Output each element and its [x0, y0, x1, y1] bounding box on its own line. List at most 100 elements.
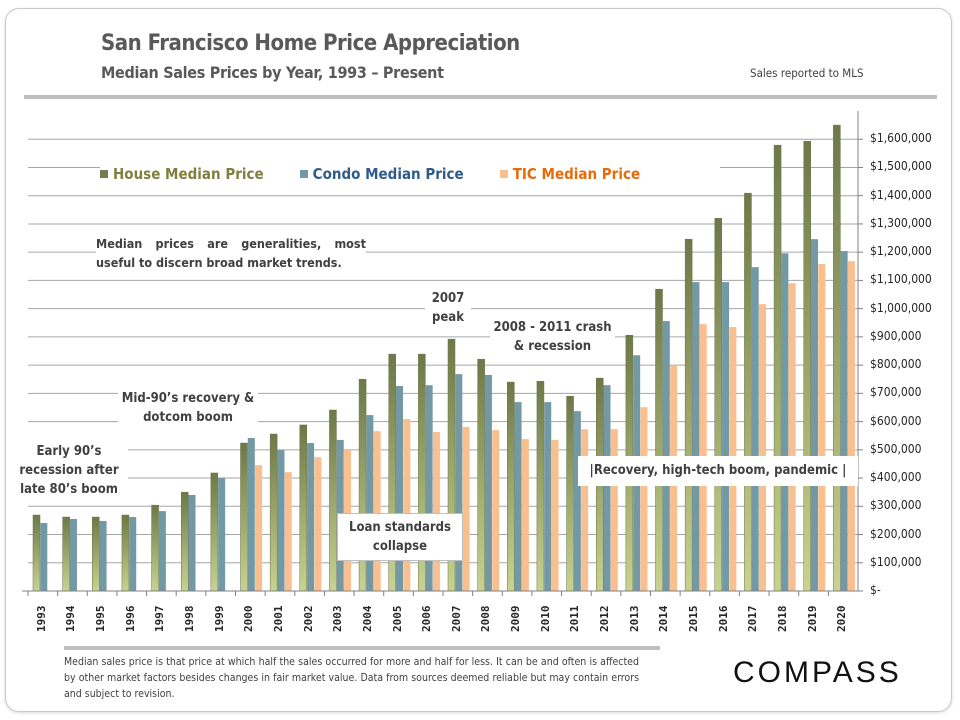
tic-bar-2008: [492, 430, 500, 591]
condo-bar-2018: [781, 253, 789, 591]
condo-bar-1999: [218, 478, 226, 591]
house-swatch: [100, 170, 108, 178]
house-bar-1993: [32, 514, 41, 592]
house-bar-2008: [477, 358, 485, 592]
early-90s-annotation: Early 90’s recession after late 80’s boo…: [10, 442, 128, 499]
x-tick-label: 2010: [538, 605, 552, 633]
tic-bar-2010: [551, 439, 559, 591]
y-tick-label: $1,400,000: [870, 187, 932, 202]
condo-bar-2009: [514, 402, 522, 591]
tic-bar-2002: [314, 457, 322, 591]
chart-subtitle: Median Sales Prices by Year, 1993 – Pres…: [101, 63, 444, 82]
x-tick-label: 1996: [123, 605, 137, 633]
legend-house: House Median Price: [100, 165, 264, 183]
y-tick-label: $1,500,000: [870, 159, 932, 174]
x-tick-label: 2002: [301, 605, 315, 633]
condo-bar-1995: [99, 520, 107, 591]
x-tick-label: 1997: [153, 605, 167, 633]
x-tick-label: 2001: [271, 605, 285, 633]
condo-bar-2016: [722, 282, 730, 591]
x-tick-label: 1995: [94, 605, 108, 633]
condo-bar-1998: [188, 495, 196, 591]
house-bar-2018: [773, 144, 782, 592]
y-tick-label: $400,000: [870, 470, 922, 485]
compass-logo: COMPASS: [733, 656, 902, 689]
x-tick-label: 2013: [627, 605, 641, 633]
tic-bar-2007: [462, 426, 470, 591]
x-tick-label: 2006: [420, 605, 434, 633]
x-tick-label: 1994: [64, 605, 78, 633]
condo-bar-2010: [544, 402, 552, 591]
peak-2007-annotation: 2007 peak: [425, 289, 471, 327]
y-tick-label: $1,600,000: [870, 131, 932, 146]
tic-bar-2001: [284, 472, 292, 591]
y-tick-label: $200,000: [870, 526, 922, 541]
x-tick-label: 2018: [775, 605, 789, 633]
y-tick-label: $900,000: [870, 328, 922, 343]
condo-bar-2004: [366, 415, 374, 591]
condo-bar-2008: [484, 375, 492, 591]
x-tick-label: 2020: [835, 605, 849, 633]
footnote: Median sales price is that price at whic…: [64, 656, 639, 700]
y-tick-label: $500,000: [870, 441, 922, 456]
x-tick-label: 1993: [34, 605, 48, 633]
note-annotation: Median prices are generalities, most use…: [96, 234, 366, 272]
x-tick-label: 2012: [598, 605, 612, 633]
y-tick-label: $1,000,000: [870, 300, 932, 315]
house-bar-2001: [269, 433, 278, 592]
house-bar-2000: [240, 442, 248, 592]
house-bar-2020: [833, 124, 841, 592]
house-bar-1997: [151, 504, 159, 592]
house-bar-2017: [744, 192, 752, 592]
x-tick-label: 2000: [242, 605, 256, 633]
y-tick-label: $100,000: [870, 554, 922, 569]
house-bar-1996: [121, 514, 130, 592]
x-tick-label: 2017: [746, 605, 760, 633]
condo-bar-2017: [751, 267, 759, 591]
condo-bar-1996: [129, 517, 137, 591]
tic-bar-2009: [521, 439, 529, 591]
y-tick-label: $800,000: [870, 357, 922, 372]
crash-annotation: 2008 - 2011 crash & recession: [490, 318, 615, 356]
condo-swatch: [299, 170, 308, 178]
y-tick-label: $1,300,000: [870, 215, 932, 230]
tic-bar-2019: [818, 264, 826, 591]
tic-swatch: [499, 170, 508, 178]
y-tick-label: $-: [870, 583, 881, 597]
condo-bar-2012: [603, 385, 611, 591]
condo-bar-1994: [69, 519, 77, 591]
house-bar-1999: [210, 472, 219, 592]
x-tick-label: 2011: [568, 605, 582, 633]
y-tick-label: $300,000: [870, 498, 922, 513]
x-tick-label: 1999: [212, 605, 226, 633]
condo-bar-2019: [811, 239, 819, 591]
house-bar-2016: [714, 218, 723, 592]
house-bar-2015: [684, 238, 693, 592]
y-tick-label: $600,000: [870, 413, 922, 428]
legend-tic: TIC Median Price: [499, 165, 641, 183]
house-bar-1998: [180, 491, 189, 592]
condo-bar-1993: [40, 522, 48, 591]
tic-bar-2013: [640, 407, 648, 591]
house-bar-2014: [655, 288, 663, 592]
tic-bar-2017: [759, 304, 767, 591]
source-note: Sales reported to MLS: [750, 66, 864, 80]
house-bar-2019: [803, 140, 811, 592]
header-divider: [24, 95, 937, 99]
condo-bar-2002: [307, 443, 315, 591]
legend-condo: Condo Median Price: [299, 165, 464, 183]
legend-condo-label: Condo Median Price: [312, 165, 464, 183]
house-bar-2011: [566, 395, 574, 592]
x-tick-label: 2003: [331, 605, 345, 633]
house-bar-1995: [92, 516, 100, 592]
x-tick-label: 2015: [686, 605, 700, 633]
footer-divider: [64, 646, 660, 650]
condo-bar-2001: [277, 450, 285, 591]
condo-bar-2005: [396, 386, 404, 591]
condo-bar-1997: [158, 511, 166, 591]
chart-title: San Francisco Home Price Appreciation: [101, 31, 520, 56]
condo-bar-2020: [840, 251, 848, 591]
legend-tic-label: TIC Median Price: [512, 165, 641, 183]
x-tick-label: 2008: [479, 605, 493, 633]
house-bar-2010: [536, 380, 545, 592]
